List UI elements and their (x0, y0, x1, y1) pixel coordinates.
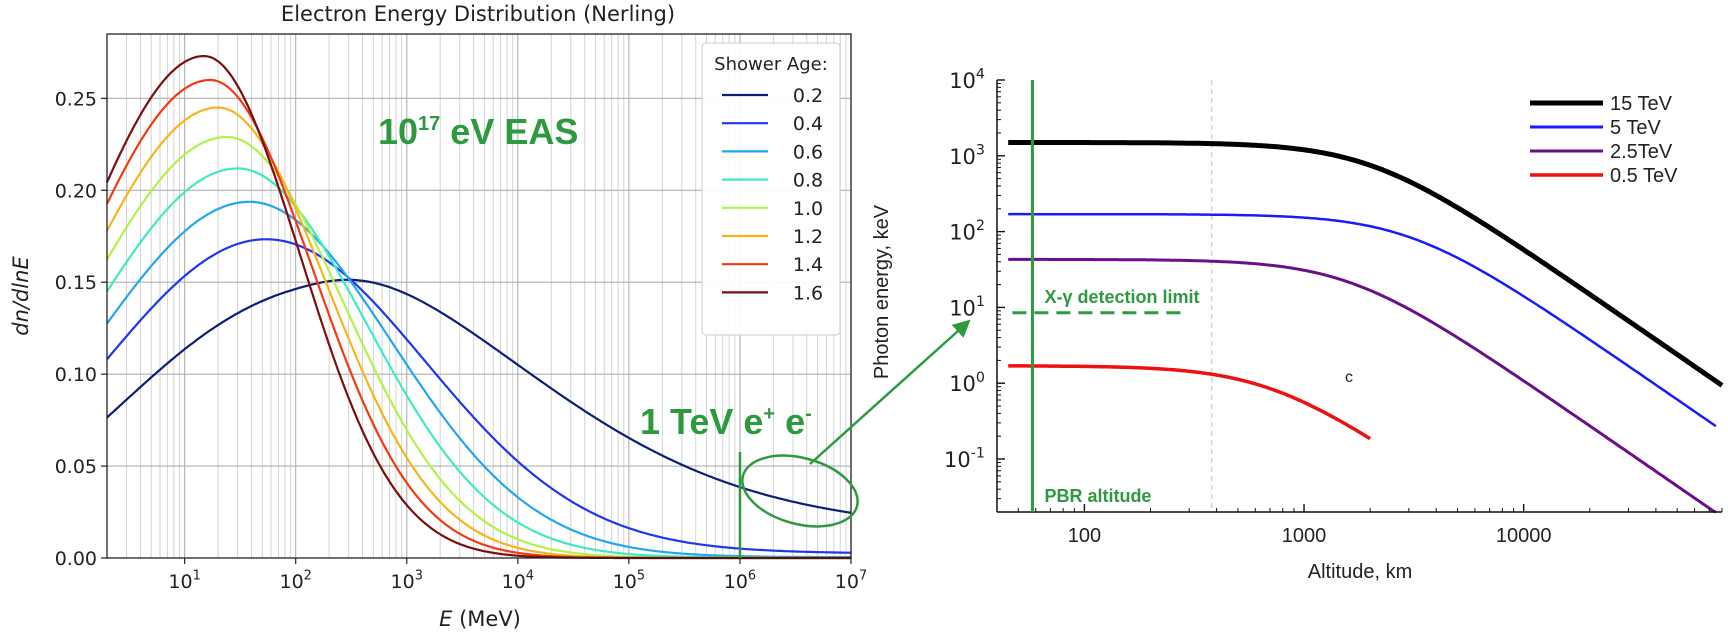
y-tick-label: 0.00 (55, 548, 97, 570)
x-tick-label: 102 (279, 568, 311, 593)
legend-label-2.5TeV: 2.5TeV (1610, 141, 1673, 163)
legend-label-1.6: 1.6 (793, 282, 823, 304)
right-curves (1008, 140, 1724, 514)
series-line-0.2 (106, 278, 852, 514)
legend-label-1.0: 1.0 (793, 198, 823, 220)
left-legend: Shower Age: 0.2 0.4 0.6 0.8 1.0 1.2 1.4 1.6 (701, 42, 841, 336)
y-tick-label: 0.20 (55, 180, 97, 202)
legend-label-0.5-TeV: 0.5 TeV (1610, 165, 1678, 187)
legend-label-1.4: 1.4 (793, 254, 823, 276)
legend-label-0.4: 0.4 (793, 113, 823, 135)
tev-annotation: 1 TeV e+ e- (640, 401, 812, 442)
left-y-axis-label: dn/dlnE (9, 256, 33, 336)
x-tick-label: 1000 (1282, 525, 1327, 547)
x-tick-label: 101 (168, 568, 200, 593)
legend-label-0.2: 0.2 (793, 85, 823, 107)
y-tick-label: 100 (949, 370, 985, 396)
y-tick-label: 104 (949, 67, 985, 93)
legend-label-0.8: 0.8 (793, 170, 823, 192)
stray-mark: c (1345, 369, 1353, 386)
left-x-axis-label: E (MeV) (439, 607, 521, 631)
x-tick-label: 105 (613, 568, 645, 593)
x-tick-label: 104 (502, 568, 534, 593)
series-line-0.5-TeV (1008, 364, 1372, 441)
series-line-0.6 (106, 200, 851, 559)
pbr-altitude-label: PBR altitude (1044, 486, 1151, 506)
y-tick-label: 0.25 (55, 88, 97, 110)
y-tick-label: 0.05 (55, 456, 97, 478)
right-y-ticks: 10-1 100 101 102 103 104 (944, 67, 1005, 513)
left-y-ticks: 0.00 0.05 0.10 0.15 0.20 0.25 (55, 88, 107, 570)
y-tick-label: 102 (949, 218, 985, 244)
legend-label-5-TeV: 5 TeV (1610, 117, 1661, 139)
detection-limit-label: X-γ detection limit (1044, 287, 1199, 307)
x-tick-label: 106 (724, 568, 756, 593)
photon-energy-chart: 10-1 100 101 102 103 104 100 1000 10000 Photon … (871, 67, 1724, 583)
x-tick-label: 103 (391, 568, 423, 593)
left-x-ticks: 101 102 103 104 105 106 107 (168, 558, 867, 593)
y-tick-label: 0.10 (55, 364, 97, 386)
legend-box (701, 42, 841, 336)
electron-energy-chart: Electron Energy Distribution (Nerling) 0… (9, 2, 971, 631)
y-tick-label: 0.15 (55, 272, 97, 294)
y-tick-label: 101 (949, 294, 985, 320)
y-tick-label: 10-1 (944, 446, 985, 472)
y-tick-label: 103 (949, 142, 985, 168)
zoom-arrow (809, 319, 971, 465)
legend-label-15-TeV: 15 TeV (1610, 93, 1673, 115)
left-chart-title: Electron Energy Distribution (Nerling) (281, 2, 675, 26)
x-tick-label: 10000 (1496, 525, 1552, 547)
right-x-ticks: 100 1000 10000 (996, 504, 1723, 547)
x-tick-label: 100 (1068, 525, 1101, 547)
series-line-0.4 (106, 238, 852, 554)
series-line-2.5TeV (1008, 257, 1717, 514)
legend-label-1.2: 1.2 (793, 226, 823, 248)
right-y-axis-label: Photon energy, keV (871, 204, 893, 379)
eas-annotation: 1017 eV EAS (378, 111, 578, 152)
x-tick-label: 107 (835, 568, 867, 593)
tail-highlight-ellipse (741, 454, 859, 528)
right-x-axis-label: Altitude, km (1308, 561, 1412, 583)
left-plot-frame (106, 33, 852, 559)
series-line-5-TeV (1008, 212, 1717, 428)
series-line-15-TeV (1008, 140, 1724, 388)
legend-title: Shower Age: (714, 54, 828, 75)
legend-label-0.6: 0.6 (793, 141, 823, 163)
